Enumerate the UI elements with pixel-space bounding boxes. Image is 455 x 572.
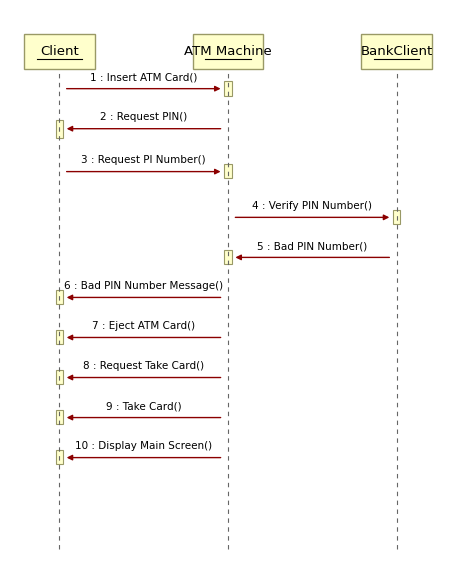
Text: 3 : Request PI Number(): 3 : Request PI Number() [81,156,206,165]
Bar [56,290,63,304]
Bar [56,410,63,424]
Bar [56,120,63,138]
Bar [224,164,231,178]
Text: BankClient: BankClient [360,45,432,58]
Text: 1 : Insert ATM Card(): 1 : Insert ATM Card() [90,73,197,82]
Bar [360,34,431,69]
Text: 5 : Bad PIN Number(): 5 : Bad PIN Number() [257,241,367,251]
Text: ATM Machine: ATM Machine [184,45,271,58]
Bar [56,330,63,344]
Bar [224,81,231,96]
Text: 2 : Request PIN(): 2 : Request PIN() [100,113,187,122]
Bar [392,210,399,224]
Bar [56,450,63,464]
Text: 10 : Display Main Screen(): 10 : Display Main Screen() [75,442,212,451]
Text: 4 : Verify PIN Number(): 4 : Verify PIN Number() [252,201,372,211]
Text: 9 : Take Card(): 9 : Take Card() [106,402,181,411]
Bar [56,370,63,384]
Bar [224,250,231,264]
Text: 6 : Bad PIN Number Message(): 6 : Bad PIN Number Message() [64,281,222,291]
Text: 8 : Request Take Card(): 8 : Request Take Card() [83,362,204,371]
Bar [24,34,95,69]
Bar [192,34,263,69]
Text: Client: Client [40,45,78,58]
Text: 7 : Eject ATM Card(): 7 : Eject ATM Card() [92,321,195,331]
